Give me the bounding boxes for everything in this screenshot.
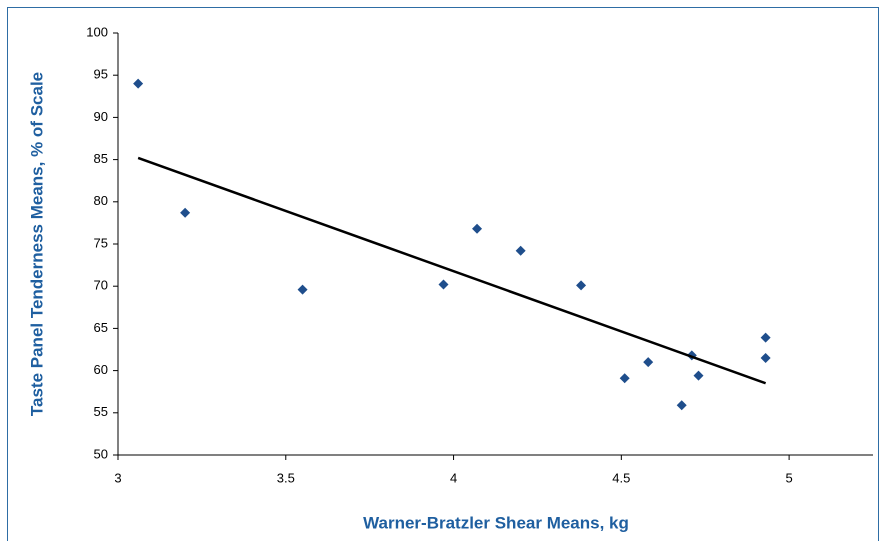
y-tick-label: 90 xyxy=(94,109,108,124)
y-tick-label: 60 xyxy=(94,362,108,377)
x-axis-title: Warner-Bratzler Shear Means, kg xyxy=(363,513,629,532)
data-point xyxy=(133,78,144,89)
y-tick-label: 85 xyxy=(94,151,108,166)
y-tick-label: 50 xyxy=(94,446,108,461)
y-tick-label: 95 xyxy=(94,67,108,82)
x-tick-label: 4 xyxy=(450,470,457,485)
x-tick-label: 3.5 xyxy=(277,470,295,485)
y-tick-label: 65 xyxy=(94,320,108,335)
y-axis-title: Taste Panel Tenderness Means, % of Scale xyxy=(27,72,46,416)
x-tick-label: 3 xyxy=(114,470,121,485)
y-tick-label: 75 xyxy=(94,235,108,250)
chart-border xyxy=(7,7,879,541)
y-tick-label: 70 xyxy=(94,278,108,293)
trend-line xyxy=(137,156,767,385)
data-point xyxy=(180,207,191,218)
data-point xyxy=(297,284,308,295)
data-point xyxy=(438,279,449,290)
data-point xyxy=(619,373,630,384)
x-tick-label: 5 xyxy=(785,470,792,485)
data-point xyxy=(515,245,526,256)
data-point xyxy=(693,370,704,381)
data-point xyxy=(472,223,483,234)
data-point xyxy=(760,352,771,363)
y-tick-label: 100 xyxy=(86,24,108,39)
y-tick-label: 55 xyxy=(94,404,108,419)
data-point xyxy=(676,400,687,411)
x-tick-label: 4.5 xyxy=(612,470,630,485)
data-point xyxy=(760,332,771,343)
y-tick-label: 80 xyxy=(94,193,108,208)
data-point xyxy=(643,357,654,368)
data-point xyxy=(576,280,587,291)
